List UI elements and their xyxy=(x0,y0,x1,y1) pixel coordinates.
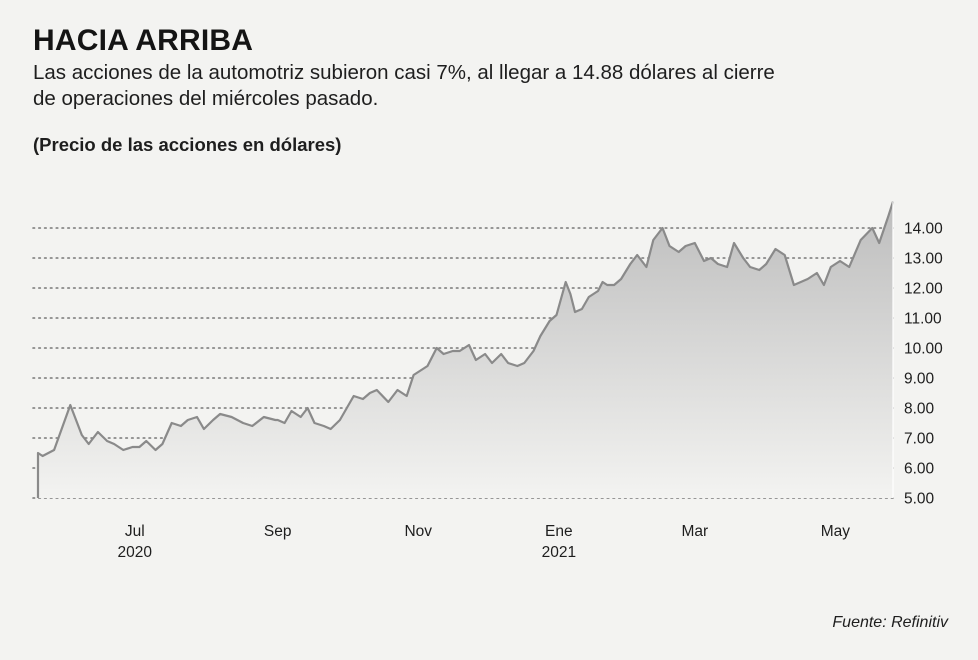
area-fill xyxy=(38,201,893,498)
x-tick-year-label: 2021 xyxy=(542,544,576,561)
x-tick-label: May xyxy=(821,523,851,540)
y-tick-label: 10.00 xyxy=(904,341,943,358)
series-line xyxy=(36,201,895,498)
chart-title: HACIA ARRIBA xyxy=(33,24,254,57)
x-tick-label: Ene xyxy=(545,523,573,540)
y-axis-unit-label: (Precio de las acciones en dólares) xyxy=(33,134,342,155)
x-tick-label: Nov xyxy=(404,523,432,540)
y-tick-label: 11.00 xyxy=(904,311,942,328)
y-tick-label: 5.00 xyxy=(904,491,935,508)
y-tick-label: 7.00 xyxy=(904,431,935,448)
x-tick-year-label: 2020 xyxy=(118,544,153,561)
x-tick-label: Jul xyxy=(125,523,145,540)
y-tick-label: 6.00 xyxy=(904,461,935,478)
y-tick-label: 14.00 xyxy=(904,221,943,238)
x-tick-label: Mar xyxy=(681,523,708,540)
y-tick-label: 8.00 xyxy=(904,401,935,418)
x-axis: Jul 2020 Sep Nov Ene 2021 Mar May xyxy=(118,523,851,561)
x-tick-label: Sep xyxy=(264,523,292,540)
y-axis: 14.00 13.00 12.00 11.00 10.00 9.00 8.00 7.00 6.0… xyxy=(904,221,943,508)
y-tick-label: 12.00 xyxy=(904,281,943,298)
source-note: Fuente: Refinitiv xyxy=(832,614,948,631)
y-tick-label: 9.00 xyxy=(904,371,935,388)
y-tick-label: 13.00 xyxy=(904,251,943,268)
chart-subtitle: Las acciones de la automotriz subieron c… xyxy=(33,61,775,110)
price-area xyxy=(36,201,895,498)
